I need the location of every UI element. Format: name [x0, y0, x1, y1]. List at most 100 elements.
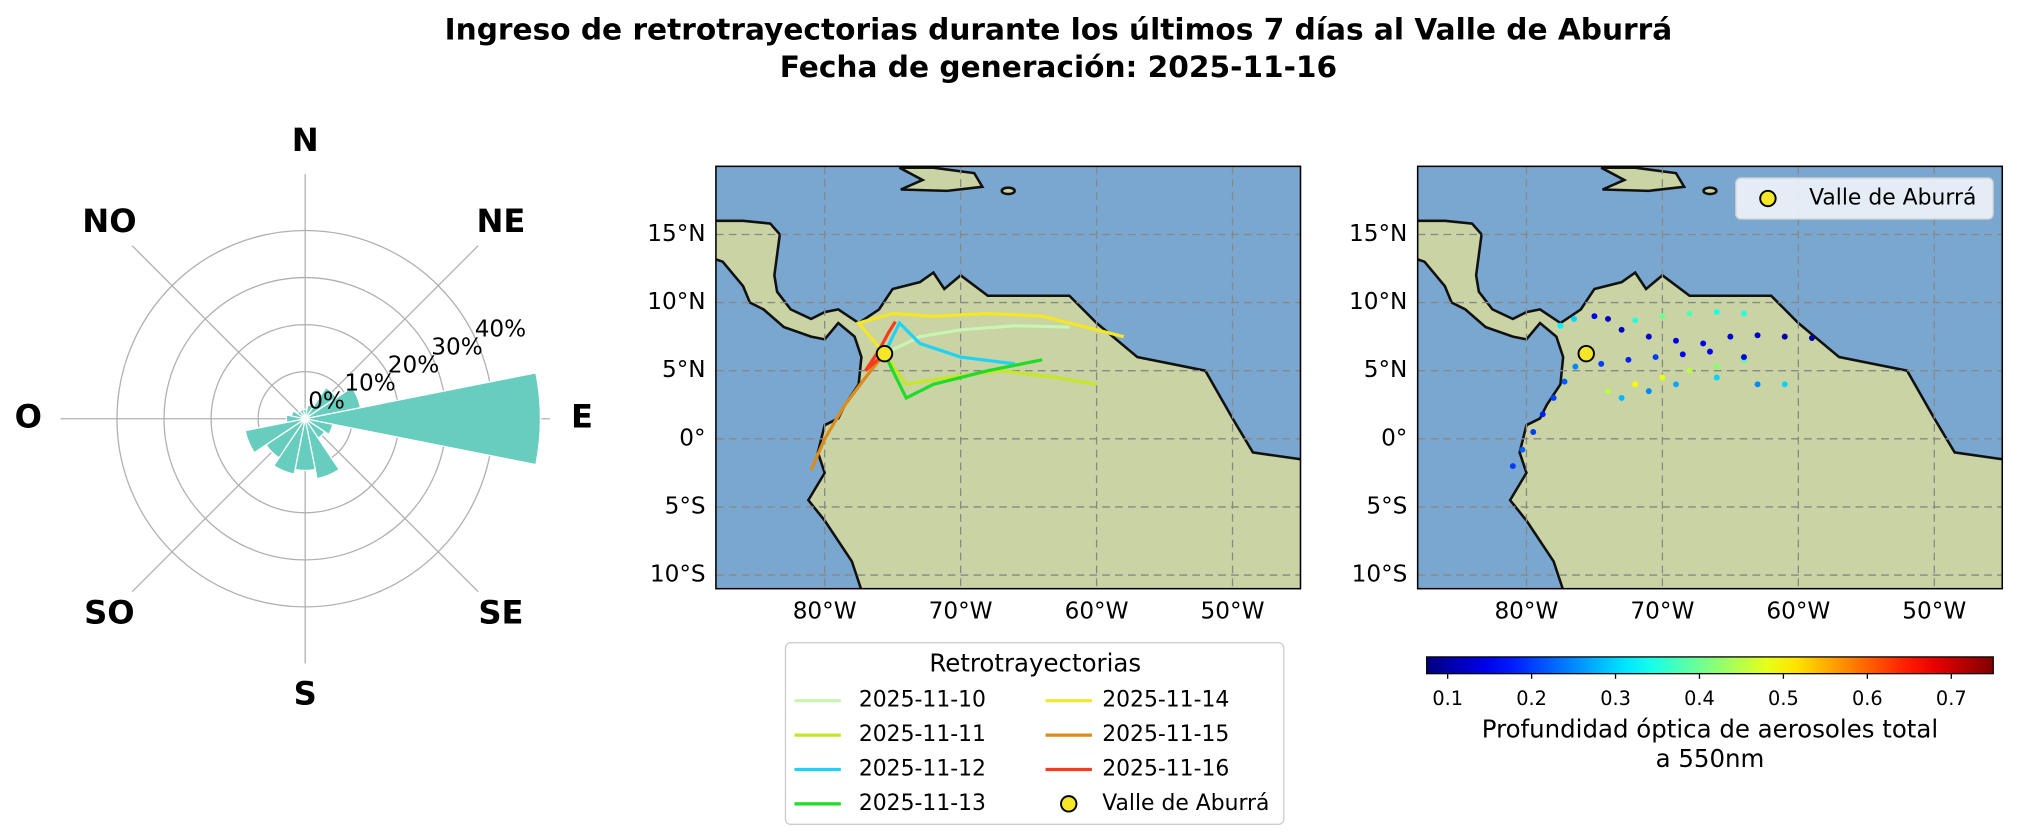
aod-point [1808, 335, 1815, 341]
legend-box [1735, 177, 1994, 220]
r-tick-label: 20% [388, 352, 439, 379]
aod-point [1727, 333, 1734, 340]
legend-label: 2025-11-11 [859, 722, 986, 747]
legend-label: Valle de Aburrá [1102, 791, 1269, 816]
direction-label: S [294, 675, 317, 713]
aod-point [1645, 388, 1652, 395]
aod-point [1700, 340, 1707, 347]
spoke [304, 245, 479, 420]
aod-point [1740, 310, 1747, 317]
legend-label: Valle de Aburrá [1809, 186, 1976, 211]
trajectory [883, 320, 1016, 366]
aod-point [1652, 354, 1659, 361]
island [1702, 186, 1718, 196]
site-marker [1577, 344, 1595, 363]
colorbar-tick-label: 0.2 [1516, 687, 1547, 710]
r-tick-label: 10% [344, 370, 395, 397]
aod-point [1557, 322, 1564, 329]
legend-label: 2025-11-14 [1102, 688, 1229, 713]
title: Ingreso de retrotrayectorias durante los… [445, 13, 1673, 47]
trajectory [855, 311, 1125, 355]
aod-point [1659, 313, 1666, 320]
colorbar [1426, 656, 1994, 675]
aod-point [1781, 333, 1788, 340]
aod-point [1571, 315, 1577, 322]
x-tick-label: 70°W [1630, 597, 1694, 624]
aod-point [1781, 381, 1788, 388]
r-tick-label: 30% [431, 334, 482, 361]
legend-label: 2025-11-13 [859, 791, 986, 816]
aod-point [1754, 381, 1761, 388]
colorbar-tick-label: 0.4 [1684, 687, 1715, 710]
y-tick-label: 10°N [1349, 288, 1407, 315]
aod-point [1632, 317, 1639, 324]
aod-point [1673, 381, 1679, 388]
aod-point [1591, 313, 1598, 320]
aod-point [1754, 332, 1761, 339]
direction-label: NE [476, 202, 525, 240]
island [898, 166, 985, 193]
aod-point [1673, 337, 1679, 344]
spoke [131, 245, 306, 420]
y-tick-label: 5°N [662, 356, 706, 383]
aod-point [1550, 394, 1557, 401]
direction-label: SE [478, 593, 523, 631]
aod-point [1713, 309, 1720, 316]
y-tick-label: 10°S [1352, 561, 1408, 588]
aod-point [1632, 381, 1639, 388]
r-tick-label: 40% [475, 316, 526, 343]
aod-point [1713, 363, 1720, 370]
aod-point [1605, 315, 1611, 322]
aod-point [1530, 429, 1537, 435]
bar [244, 418, 306, 454]
colorbar-tick-label: 0.5 [1768, 687, 1799, 710]
aod-point [1645, 333, 1652, 340]
bar [304, 418, 341, 480]
bar [305, 372, 542, 466]
bar [299, 408, 306, 420]
direction-label: N [292, 121, 319, 159]
x-tick-label: 80°W [793, 597, 857, 624]
subtitle: Fecha de generación: 2025-11-16 [780, 50, 1337, 84]
aod-point [1572, 363, 1579, 370]
colorbar-tick-label: 0.3 [1600, 687, 1631, 710]
y-tick-label: 10°N [647, 288, 705, 315]
aod-point [1598, 360, 1605, 367]
trajectory [809, 352, 886, 471]
aod-point [1740, 354, 1747, 361]
aod-point [1519, 446, 1526, 453]
legend-label: 2025-11-16 [1102, 756, 1229, 781]
aod-point [1561, 378, 1568, 385]
colorbar-label: Profundidad óptica de aerosoles total [1482, 714, 1938, 743]
direction-label: SO [84, 593, 135, 631]
aod-point [1686, 367, 1693, 374]
legend-label: 2025-11-10 [859, 688, 986, 713]
island [1600, 166, 1687, 193]
direction-label: NO [82, 202, 136, 240]
legend-title: Retrotrayectorias [929, 649, 1141, 678]
trajectory [883, 324, 1070, 356]
colorbar-tick-label: 0.1 [1432, 687, 1463, 710]
frame [1416, 165, 2004, 590]
aod-point [1659, 374, 1666, 381]
frame [715, 165, 1302, 590]
aod-point [1509, 463, 1516, 470]
colorbar-tick-label: 0.6 [1852, 687, 1883, 710]
site-marker [875, 344, 894, 363]
x-tick-label: 50°W [1902, 597, 1966, 624]
r-tick-label: 0% [308, 388, 345, 415]
aod-point [1618, 394, 1625, 401]
y-tick-label: 0° [1381, 424, 1407, 451]
aod-point [1713, 374, 1720, 381]
y-tick-label: 15°N [647, 220, 705, 247]
y-tick-label: 15°N [1349, 220, 1407, 247]
x-tick-label: 50°W [1201, 597, 1265, 624]
y-tick-label: 0° [679, 424, 705, 451]
y-tick-label: 5°S [1366, 492, 1407, 519]
colorbar-tick-label: 0.7 [1936, 687, 1967, 710]
legend-label: 2025-11-15 [1102, 722, 1229, 747]
aod-point [1605, 388, 1611, 395]
trajectory [883, 352, 1043, 401]
colorbar-label: a 550nm [1656, 744, 1765, 773]
